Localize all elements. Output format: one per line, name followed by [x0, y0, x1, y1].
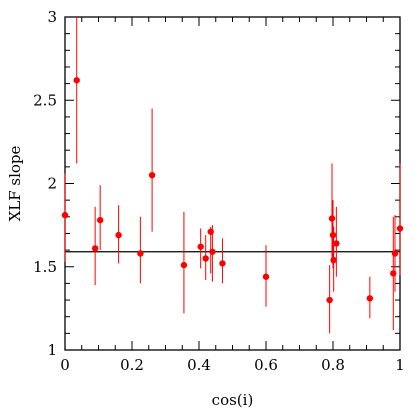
data-marker: [262, 273, 270, 280]
data-marker: [330, 256, 337, 264]
y-axis-label: XLF slope: [6, 145, 24, 221]
y-tick-label: 1: [47, 341, 57, 359]
data-point: [180, 211, 188, 314]
data-marker: [329, 231, 337, 239]
y-tick-label: 1.5: [33, 258, 57, 276]
data-marker: [137, 250, 144, 257]
data-point: [91, 206, 99, 286]
data-marker: [219, 260, 226, 267]
data-marker: [202, 255, 209, 262]
data-marker: [148, 171, 156, 179]
data-point: [96, 185, 104, 251]
x-axis-label: cos(i): [212, 391, 254, 409]
y-tick-label: 3: [47, 8, 57, 26]
data-marker: [366, 295, 374, 302]
data-marker: [209, 248, 216, 255]
plot-frame: [64, 16, 401, 351]
data-marker: [326, 296, 333, 304]
data-point: [330, 226, 337, 292]
data-point: [73, 17, 80, 164]
data-point: [61, 173, 69, 262]
y-tick-label: 2: [47, 175, 57, 193]
data-point: [333, 206, 340, 277]
data-point: [219, 238, 226, 284]
data-point: [197, 228, 204, 269]
data-marker: [61, 211, 69, 219]
data-point: [396, 163, 404, 276]
data-marker: [115, 231, 122, 239]
data-points-layer: [61, 17, 404, 334]
data-marker: [391, 250, 399, 257]
data-point: [262, 245, 270, 307]
x-tick-label: 0: [60, 356, 70, 374]
y-tick-label: 2.5: [33, 91, 57, 109]
x-tick-label: 0.2: [120, 356, 144, 374]
x-tick-label: 1: [395, 356, 405, 374]
data-marker: [180, 261, 188, 269]
data-point: [366, 276, 374, 319]
data-marker: [91, 245, 99, 252]
x-tick-label: 0.4: [187, 356, 211, 374]
data-point: [326, 265, 333, 334]
data-marker: [197, 243, 204, 250]
data-marker: [96, 216, 104, 224]
data-point: [328, 163, 336, 264]
data-marker: [207, 228, 214, 235]
data-point: [148, 108, 156, 232]
data-point: [137, 216, 144, 284]
data-point: [391, 215, 399, 292]
data-marker: [333, 240, 340, 247]
x-tick-label: 0.8: [321, 356, 345, 374]
data-point: [115, 205, 122, 264]
data-marker: [396, 225, 404, 232]
data-marker: [328, 215, 336, 222]
x-tick-label: 0.6: [254, 356, 278, 374]
data-marker: [390, 270, 397, 277]
axes: 0 0.2 0.4 0.6 0.8 1 1 1.5 2 2.5 3: [33, 8, 405, 374]
data-marker: [73, 77, 80, 84]
data-point: [209, 225, 216, 282]
data-point: [202, 235, 209, 281]
